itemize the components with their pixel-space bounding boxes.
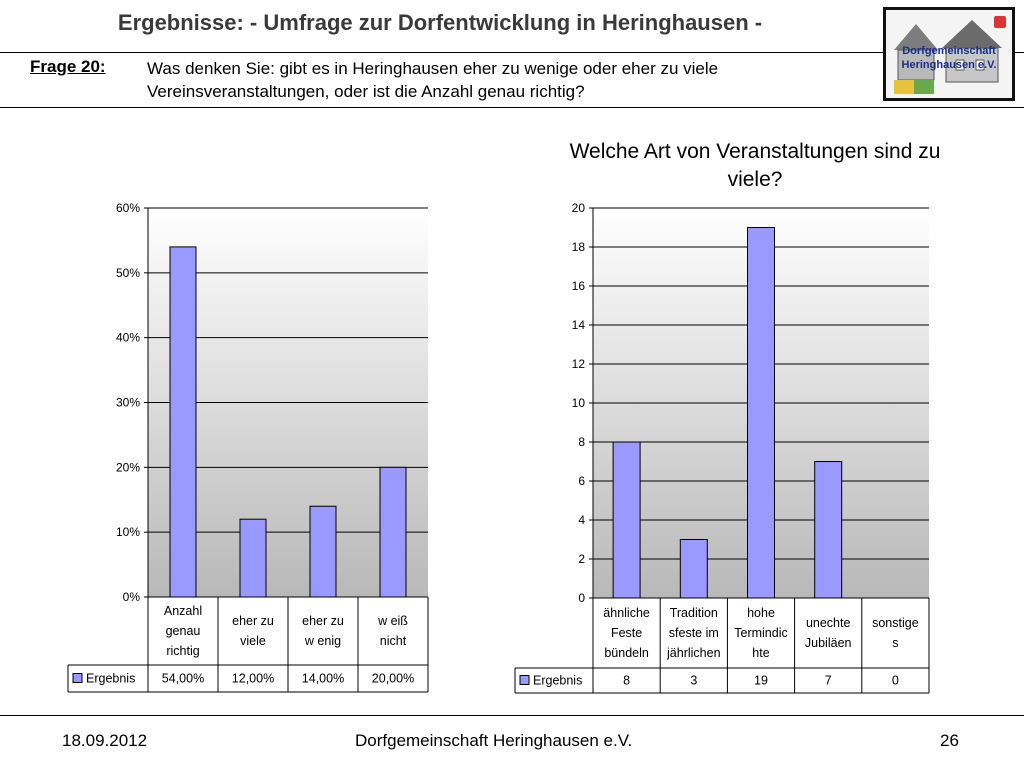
dorfgemeinschaft-logo: Dorfgemeinschaft Heringhausen e.V. <box>883 7 1015 101</box>
chart1-bar <box>309 505 337 598</box>
chart1-category-label: eher zu <box>232 614 274 628</box>
chart2-y-tick-label: 16 <box>572 279 586 293</box>
chart1-bar <box>169 246 197 598</box>
chart1-y-tick-label: 30% <box>116 396 140 410</box>
chart2-category-label: s <box>892 636 898 650</box>
chart1-category-label: nicht <box>380 634 407 648</box>
chart1-category-label: viele <box>240 634 266 648</box>
chart2-data-label: 8 <box>623 674 630 688</box>
chart1-data-label: 20,00% <box>372 672 414 686</box>
header-divider-top <box>0 52 1024 53</box>
chart2-y-tick-label: 14 <box>572 318 586 332</box>
question-label: Frage 20: <box>30 57 106 76</box>
chart1-legend-label: Ergebnis <box>86 672 135 686</box>
question-text: Was denken Sie: gibt es in Heringhausen … <box>147 59 719 101</box>
chart2-y-tick-label: 8 <box>578 435 585 449</box>
logo-text-line2: Heringhausen e.V. <box>902 59 997 71</box>
chart2-category-label: ähnliche <box>603 606 650 620</box>
chart2-category-label: sonstige <box>872 616 919 630</box>
chart1-y-tick-label: 20% <box>116 460 140 474</box>
footer-page-number: 26 <box>940 731 959 750</box>
chart2-category-label: hte <box>752 646 769 660</box>
chart2-category-label: Tradition <box>670 606 718 620</box>
logo-text-line1: Dorfgemeinschaft <box>902 45 996 57</box>
chart1-y-tick-label: 60% <box>116 201 140 215</box>
logo-image: Dorfgemeinschaft Heringhausen e.V. <box>886 10 1012 98</box>
chart2-y-tick-label: 2 <box>578 552 585 566</box>
footer-organization: Dorfgemeinschaft Heringhausen e.V. <box>355 731 633 750</box>
chart1-data-label: 54,00% <box>162 672 204 686</box>
chart2-y-tick-label: 4 <box>578 513 585 527</box>
chart2-category-label: sfeste im <box>669 626 719 640</box>
chart2-data-label: 0 <box>892 674 899 688</box>
chart2-category-label: Termindic <box>734 626 788 640</box>
chart2-category-label: hohe <box>747 606 775 620</box>
chart2-y-tick-label: 18 <box>572 240 586 254</box>
chart1-y-tick-label: 0% <box>123 590 141 604</box>
chart1-category-label: w enig <box>304 634 341 648</box>
chart2-data-label: 19 <box>754 674 768 688</box>
chart1-legend-swatch <box>72 673 83 683</box>
chart2-bar <box>679 539 708 599</box>
chart1-category-label: eher zu <box>302 614 344 628</box>
chart2-category-label: Feste <box>611 626 642 640</box>
chart2-category-label: unechte <box>806 616 851 630</box>
chart-1: 0% 10% 20% 30% 40% 50% 60% Anzahl genau richtig 54… <box>67 201 429 693</box>
chart1-bar <box>379 466 407 598</box>
chart2-category-label: Jubiläen <box>805 636 852 650</box>
chart2-data-label: 7 <box>825 674 832 688</box>
chart2-category-label: bündeln <box>604 646 649 660</box>
chart2-y-tick-label: 6 <box>578 474 585 488</box>
chart2-y-tick-label: 20 <box>572 201 586 215</box>
chart2-data-label: 3 <box>690 674 697 688</box>
chart2-legend-label: Ergebnis <box>533 674 582 688</box>
chart1-y-tick-label: 40% <box>116 331 140 345</box>
chart1-data-label: 12,00% <box>232 672 274 686</box>
chart2-bar <box>612 441 641 599</box>
chart1-category-label: w eiß <box>377 614 408 628</box>
chart1-y-tick-label: 50% <box>116 266 140 280</box>
slide-title: Ergebnisse: - Umfrage zur Dorfentwicklun… <box>117 10 763 35</box>
chart-2: 0 2 4 6 8 10 12 14 16 18 20 ähnliche Feste bündeln 8 Tr… <box>514 201 930 694</box>
chart1-category-label: genau <box>166 624 201 638</box>
footer-divider <box>0 715 1024 716</box>
chart2-y-tick-label: 12 <box>572 357 586 371</box>
chart2-y-tick-label: 0 <box>578 591 585 605</box>
footer-date: 18.09.2012 <box>62 731 148 750</box>
chart1-data-label: 14,00% <box>302 672 344 686</box>
chart-2-title: Welche Art von Veranstaltungen sind zu v… <box>569 140 941 191</box>
chart1-category-label: richtig <box>166 644 199 658</box>
chart1-category-label: Anzahl <box>164 604 202 618</box>
chart1-y-tick-label: 10% <box>116 525 140 539</box>
header-divider-bottom <box>0 107 1024 108</box>
chart2-legend-swatch <box>519 675 530 685</box>
chart2-y-tick-label: 10 <box>572 396 586 410</box>
chart1-bar <box>239 518 267 598</box>
chart2-bar <box>747 227 775 599</box>
chart2-category-label: jährlichen <box>666 646 721 660</box>
chart2-bar <box>814 461 843 599</box>
